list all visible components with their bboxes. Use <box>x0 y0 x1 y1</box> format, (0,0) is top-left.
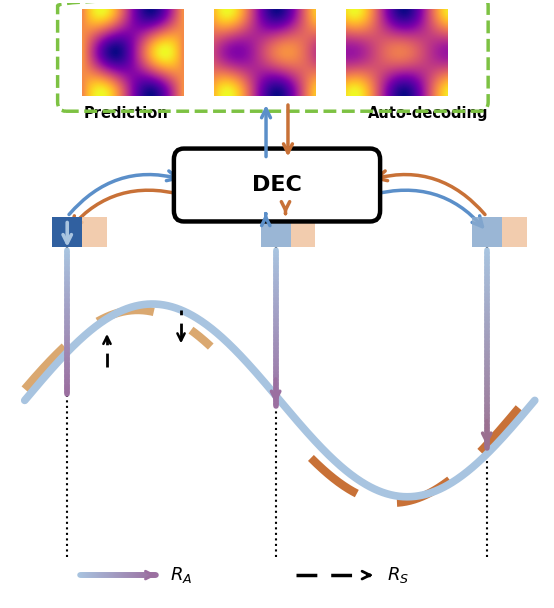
Text: $R_A$: $R_A$ <box>170 565 192 585</box>
FancyBboxPatch shape <box>174 148 380 221</box>
Bar <box>291 216 315 247</box>
Text: DEC: DEC <box>252 175 302 195</box>
Text: Prediction: Prediction <box>84 106 168 122</box>
Bar <box>52 216 83 247</box>
Bar <box>502 216 526 247</box>
Bar <box>83 216 107 247</box>
Text: Auto-decoding: Auto-decoding <box>367 106 488 122</box>
Bar <box>260 216 291 247</box>
Bar <box>471 216 502 247</box>
Text: $R_S$: $R_S$ <box>387 565 409 585</box>
